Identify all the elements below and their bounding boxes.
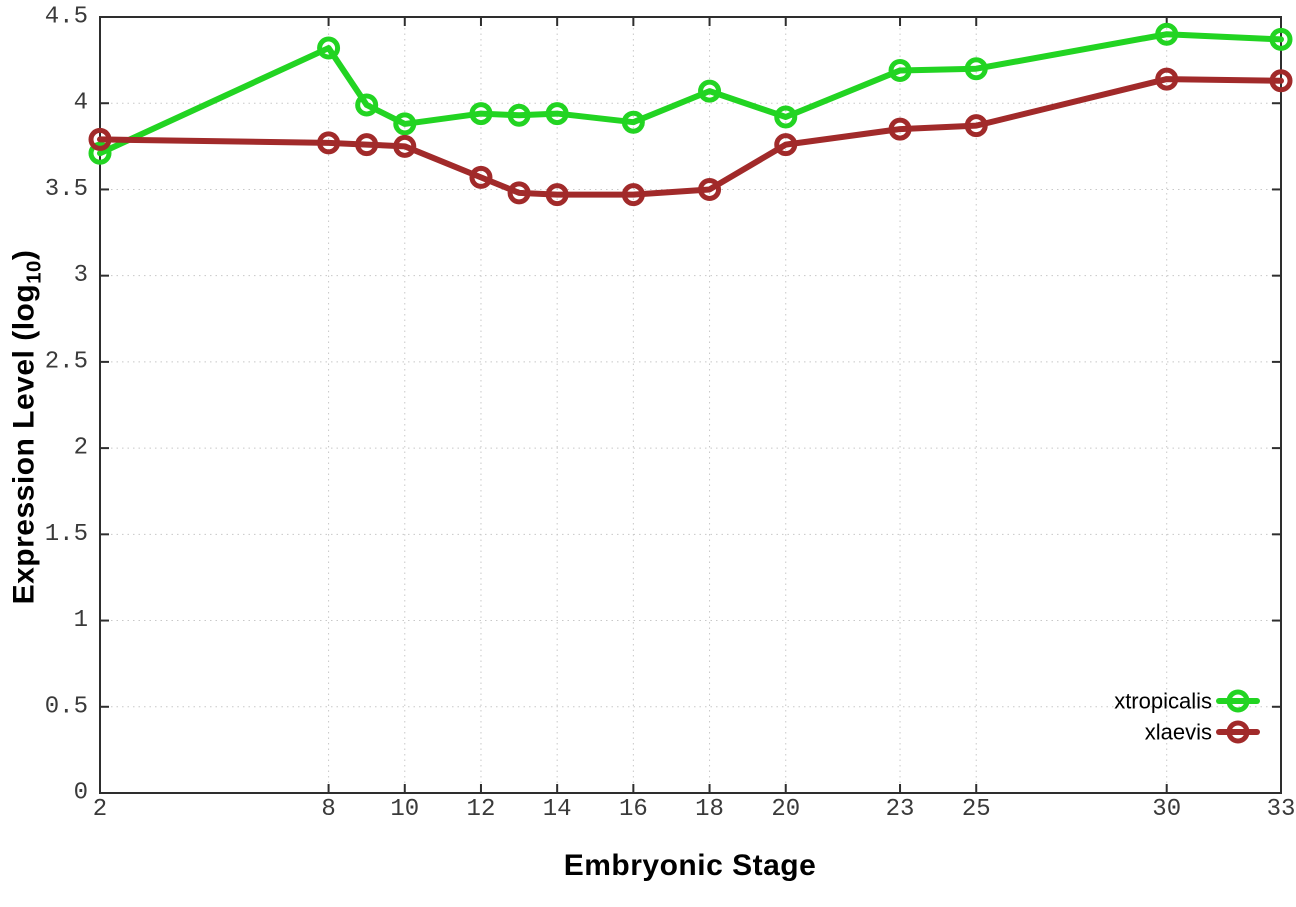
data-point-xlaevis-stage-33	[1269, 69, 1293, 93]
x-tick-label-33: 33	[1267, 796, 1296, 823]
data-point-xtropicalis-stage-33	[1269, 27, 1293, 51]
data-point-xtropicalis-stage-9	[355, 93, 379, 117]
data-point-xlaevis-stage-12	[469, 165, 493, 189]
data-point-xtropicalis-stage-13	[507, 103, 531, 127]
x-tick-label-20: 20	[771, 796, 800, 823]
data-point-xlaevis-stage-10	[393, 134, 417, 158]
series-line-xlaevis	[97, 76, 1284, 198]
legend-marker-xlaevis	[1226, 720, 1250, 744]
x-axis-title: Embryonic Stage	[563, 849, 817, 882]
data-point-xlaevis-stage-20	[774, 133, 798, 157]
data-point-xtropicalis-stage-20	[774, 105, 798, 129]
y-tick-label-2: 2	[74, 435, 88, 462]
data-point-xlaevis-stage-2	[88, 127, 112, 151]
y-tick-label-3.5: 3.5	[45, 176, 88, 203]
data-point-xlaevis-stage-13	[507, 181, 531, 205]
data-point-xtropicalis-stage-10	[393, 112, 417, 136]
y-tick-label-0.5: 0.5	[45, 693, 88, 720]
y-axis-title-close: )	[7, 249, 41, 261]
x-tick-label-16: 16	[619, 796, 648, 823]
x-tick-label-2: 2	[93, 796, 107, 823]
x-tick-label-8: 8	[321, 796, 335, 823]
y-axis-title: Expression Level (log10)	[8, 250, 47, 605]
data-point-xlaevis-stage-9	[355, 133, 379, 157]
y-tick-label-2.5: 2.5	[45, 348, 88, 375]
data-point-xtropicalis-stage-23	[888, 58, 912, 82]
y-tick-label-0: 0	[74, 780, 88, 807]
x-tick-label-25: 25	[962, 796, 991, 823]
data-point-xlaevis-stage-18	[698, 177, 722, 201]
data-point-xlaevis-stage-8	[317, 131, 341, 155]
x-tick-label-23: 23	[886, 796, 915, 823]
plot-border	[99, 16, 1282, 794]
data-point-xlaevis-stage-16	[621, 183, 645, 207]
data-point-xlaevis-stage-14	[545, 183, 569, 207]
data-point-xlaevis-stage-30	[1155, 67, 1179, 91]
data-point-xtropicalis-stage-14	[545, 102, 569, 126]
y-axis-title-text: Expression Level (log	[7, 283, 41, 605]
x-tick-label-10: 10	[390, 796, 419, 823]
y-tick-label-4: 4	[74, 90, 88, 117]
y-tick-label-3: 3	[74, 262, 88, 289]
data-point-xtropicalis-stage-2	[88, 141, 112, 165]
x-tick-label-14: 14	[543, 796, 572, 823]
data-point-xtropicalis-stage-18	[698, 79, 722, 103]
x-tick-label-30: 30	[1152, 796, 1181, 823]
y-axis-title-subscript: 10	[23, 260, 46, 284]
y-tick-label-1.5: 1.5	[45, 521, 88, 548]
y-tick-label-4.5: 4.5	[45, 4, 88, 31]
data-point-xtropicalis-stage-16	[621, 110, 645, 134]
data-point-xtropicalis-stage-25	[964, 57, 988, 81]
legend-label-xlaevis: xlaevis	[1145, 720, 1212, 745]
x-tick-label-12: 12	[467, 796, 496, 823]
data-point-xtropicalis-stage-12	[469, 102, 493, 126]
data-point-xtropicalis-stage-30	[1155, 22, 1179, 46]
legend-label-xtropicalis: xtropicalis	[1114, 689, 1212, 714]
x-tick-label-18: 18	[695, 796, 724, 823]
legend-marker-xtropicalis	[1226, 689, 1250, 713]
data-point-xtropicalis-stage-8	[317, 36, 341, 60]
y-tick-label-1: 1	[74, 607, 88, 634]
data-point-xlaevis-stage-23	[888, 117, 912, 141]
data-point-xlaevis-stage-25	[964, 114, 988, 138]
